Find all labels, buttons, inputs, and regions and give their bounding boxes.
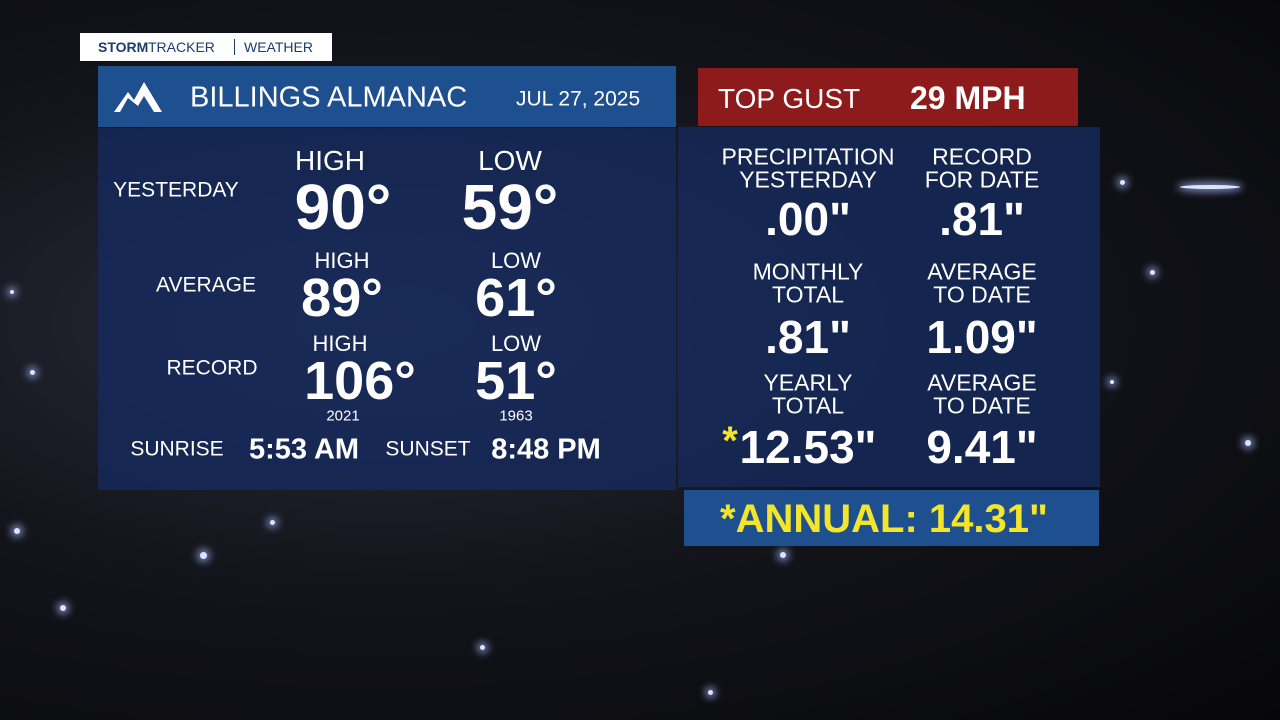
precip-label: TOTAL: [772, 392, 844, 419]
row-label: RECORD: [166, 356, 258, 380]
precip-label: TO DATE: [933, 281, 1031, 308]
high-value: 90°: [294, 171, 392, 243]
sunset-value: 8:48 PM: [491, 433, 601, 466]
sunset-label: SUNSET: [385, 437, 471, 461]
precip-value: 1.09": [926, 311, 1038, 363]
precip-value: .81": [765, 311, 851, 363]
precip-value: 9.41": [926, 421, 1038, 473]
high-label: HIGH: [295, 145, 365, 176]
left-panel: [98, 128, 676, 490]
precip-label: TOTAL: [772, 281, 844, 308]
record-year: 1963: [499, 407, 533, 425]
brand-storm: STORM: [98, 39, 149, 55]
low-value: 51°: [475, 351, 557, 411]
low-label: LOW: [490, 331, 542, 356]
high-label: HIGH: [314, 248, 370, 273]
precip-label: PRECIPITATION: [721, 143, 895, 170]
precip-value: .00": [765, 193, 851, 245]
brand-tab: [80, 33, 332, 61]
high-value: 106°: [304, 351, 416, 411]
precip-value: .81": [939, 193, 1025, 245]
low-label: LOW: [478, 145, 542, 176]
precip-label: AVERAGE: [927, 258, 1037, 285]
left-header: [98, 66, 676, 127]
precip-label: AVERAGE: [927, 369, 1037, 396]
note-bar: [684, 490, 1099, 546]
record-year: 2021: [326, 407, 360, 425]
precip-label: RECORD: [932, 143, 1032, 170]
brand-divider: [234, 39, 235, 55]
gust-box: [698, 68, 1078, 126]
precip-marker: *: [722, 419, 738, 463]
gust-value: 29 MPH: [910, 80, 1026, 116]
low-value: 59°: [461, 171, 559, 243]
row-label: YESTERDAY: [113, 178, 239, 202]
sunrise-value: 5:53 AM: [248, 433, 360, 466]
brand-section: WEATHER: [244, 39, 313, 55]
header-date: JUL 27, 2025: [516, 87, 641, 111]
precip-label: TO DATE: [933, 392, 1031, 419]
precip-label: FOR DATE: [924, 166, 1040, 193]
low-value: 61°: [475, 268, 557, 328]
high-label: HIGH: [312, 331, 368, 356]
brand-tracker: TRACKER: [148, 39, 215, 55]
header-title: BILLINGS ALMANAC: [190, 81, 468, 114]
mountain-logo: [114, 82, 162, 112]
precip-value: 12.53": [739, 421, 877, 473]
precip-label: YESTERDAY: [739, 166, 877, 193]
high-value: 89°: [301, 268, 383, 328]
annual-note: *ANNUAL: 14.31": [720, 497, 1048, 541]
row-label: AVERAGE: [156, 273, 256, 297]
low-label: LOW: [490, 248, 542, 273]
precip-label: YEARLY: [763, 369, 853, 396]
right-panel: [678, 127, 1100, 487]
gust-label: TOP GUST: [718, 83, 861, 114]
sunrise-label: SUNRISE: [130, 437, 224, 461]
precip-label: MONTHLY: [752, 258, 864, 285]
